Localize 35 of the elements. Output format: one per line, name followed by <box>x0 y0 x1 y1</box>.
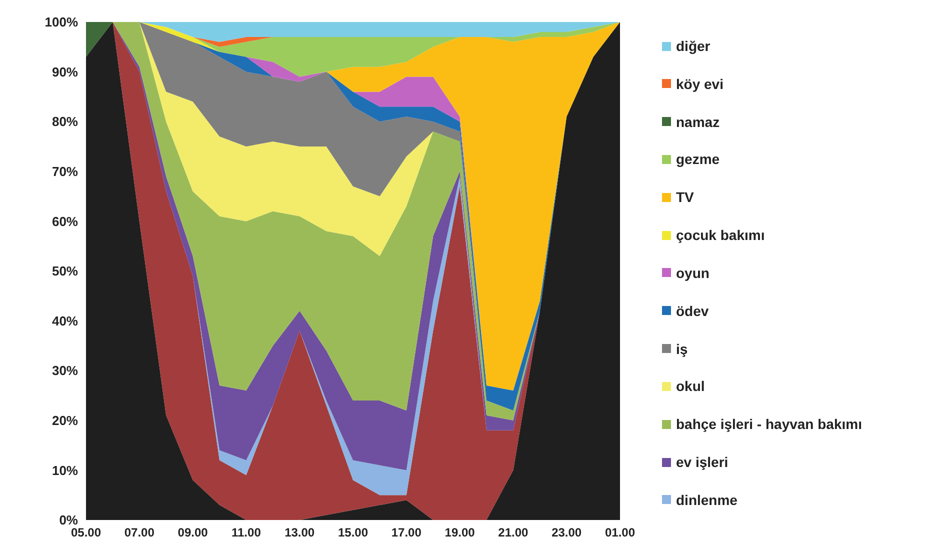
legend-label: diğer <box>676 38 710 54</box>
y-tick-label: 0% <box>59 512 78 528</box>
legend-label: ödev <box>676 302 709 319</box>
legend-label: dinlenme <box>676 492 738 508</box>
legend-label: çocuk bakımı <box>676 227 765 244</box>
y-tick-label: 20% <box>52 413 78 428</box>
x-tick-label: 13.00 <box>284 526 315 540</box>
x-tick-label: 09.00 <box>178 526 208 540</box>
y-tick-label: 30% <box>52 363 78 378</box>
x-tick-label: 19.00 <box>444 526 476 540</box>
y-tick-label: 60% <box>52 214 78 229</box>
legend-label: iş <box>676 340 688 357</box>
legend-label: bahçe işleri - hayvan bakımı <box>676 416 862 432</box>
legend-label: köy evi <box>676 76 724 92</box>
x-tick-label: 23.00 <box>552 526 582 540</box>
y-tick-label: 10% <box>52 462 78 478</box>
y-tick-label: 100% <box>44 14 78 30</box>
legend-label: TV <box>676 189 694 206</box>
y-tick-label: 40% <box>52 313 78 328</box>
x-tick-label: 11.00 <box>232 526 262 540</box>
x-tick-label: 21.00 <box>498 526 529 540</box>
legend-label: namaz <box>676 114 720 130</box>
y-tick-label: 50% <box>52 264 78 279</box>
x-tick-label: 05.00 <box>70 526 102 540</box>
y-tick-label: 70% <box>52 164 78 180</box>
legend-label: gezme <box>676 151 720 168</box>
y-tick-label: 80% <box>52 114 78 130</box>
x-tick-label: 17.00 <box>391 526 422 540</box>
legend-label: oyun <box>676 264 710 281</box>
x-tick-label: 01.00 <box>604 526 636 540</box>
y-tick-label: 90% <box>52 64 78 80</box>
x-tick-label: 15.00 <box>338 526 368 540</box>
x-tick-label: 07.00 <box>124 526 155 540</box>
legend-label: ev işleri <box>676 454 728 470</box>
legend-label: okul <box>676 378 705 394</box>
